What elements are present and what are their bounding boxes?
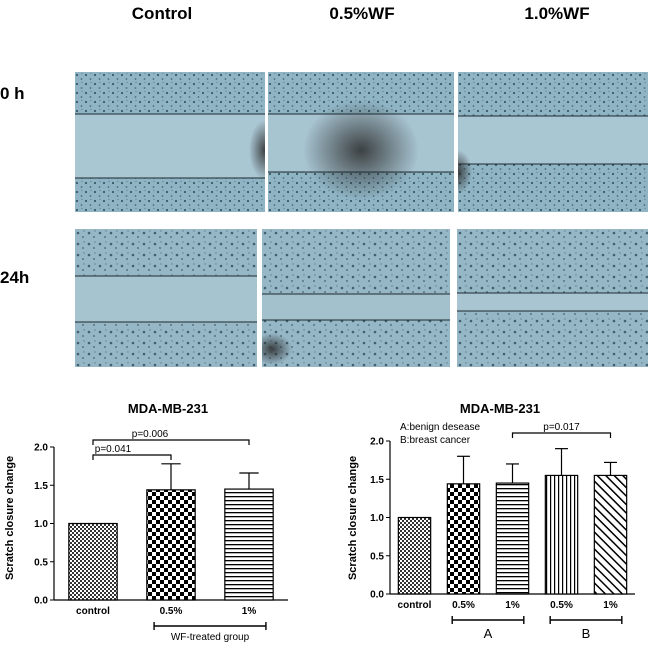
micrograph-0-5wf-0h [268,72,454,212]
chart-title: MDA-MB-231 [460,401,540,416]
y-tick-label: 1.5 [34,481,48,492]
chart-title: MDA-MB-231 [128,401,208,416]
y-tick-label: 1.0 [34,519,48,530]
micrograph-0-5wf-24h [262,229,450,367]
micrograph-control-24h [75,229,257,367]
bar [68,522,118,601]
column-label-1-0-wf: 1.0%WF [524,4,590,23]
x-tick-label: 0.5% [160,606,183,617]
y-tick-label: 0.5 [370,551,384,562]
row-label-24h: 24h [0,268,30,287]
micrograph-control-0h [75,72,265,212]
x-tick-label: control [76,606,110,617]
column-label-0-5-wf: 0.5%WF [329,4,395,23]
significance-bracket [92,439,250,445]
x-tick-label: 1% [242,606,257,617]
bar [397,516,432,595]
y-tick-label: 2.0 [34,443,48,454]
x-tick-label: 0.5% [550,600,573,611]
micrograph-1-0wf-24h [457,229,648,367]
x-tick-label: control [398,600,432,611]
bar [446,483,481,595]
row-label-0h: 0 h [0,84,25,103]
bar [544,474,579,595]
p-value-label: p=0.006 [132,429,169,440]
bar [593,474,628,595]
bar [224,488,274,601]
p-value-label: p=0.017 [543,422,580,433]
bar [495,482,530,595]
y-tick-label: 0.0 [34,596,48,607]
bar-chart-right: MDA-MB-231 Scratch closure change A:beni… [347,401,635,641]
group-label: B [582,626,591,641]
x-tick-label: 0.5% [452,600,475,611]
bar-chart-left: MDA-MB-231 Scratch closure change 0.0 0.5… [4,401,288,643]
micrograph-1-0wf-0h [458,72,648,212]
legend-text-a: A:benign desease [400,422,481,433]
y-tick-label: 0.0 [370,590,384,601]
y-tick-label: 2.0 [370,437,384,448]
group-label: A [484,626,493,641]
significance-bracket [92,454,172,460]
y-tick-label: 0.5 [34,557,48,568]
p-value-label: p=0.041 [95,444,132,455]
bar [146,489,196,601]
y-tick-label: 1.0 [370,513,384,524]
legend-text-b: B:breast cancer [400,435,471,446]
y-axis-label: Scratch closure change [347,456,359,580]
x-tick-label: 1% [603,600,618,611]
column-label-control: Control [131,4,193,23]
group-label: WF-treated group [171,632,250,643]
significance-bracket [511,432,612,438]
y-tick-label: 1.5 [370,475,384,486]
y-axis-label: Scratch closure change [4,456,16,580]
x-tick-label: 1% [505,600,520,611]
